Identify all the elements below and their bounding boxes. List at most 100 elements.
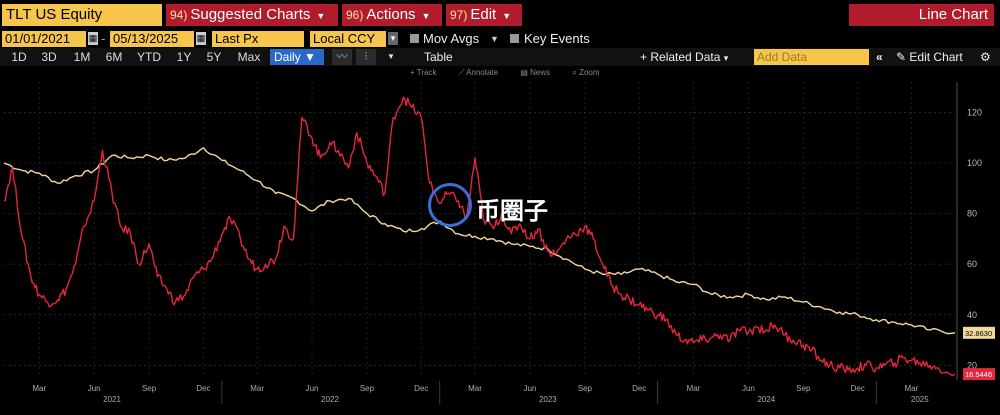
last-value-label: 16.5446: [965, 370, 992, 379]
zoom-tool[interactable]: ⌕ Zoom: [572, 68, 600, 77]
y-tick-label: 20: [967, 360, 977, 370]
x-tick-label: Sep: [142, 384, 157, 393]
x-tick-label: Jun: [88, 384, 101, 393]
menu-label: Suggested Charts: [190, 6, 311, 23]
key-events-label: Key Events: [524, 31, 590, 46]
watermark-logo-icon: [428, 183, 472, 227]
year-label: 2025: [911, 395, 929, 404]
frequency-dropdown[interactable]: Daily ▼: [270, 49, 324, 65]
x-tick-label: Jun: [523, 384, 536, 393]
add-data-input[interactable]: Add Data: [754, 49, 869, 65]
dropdown-arrow-icon: ▼: [502, 11, 512, 21]
suggested-charts-menu[interactable]: 94) Suggested Charts ▼: [166, 4, 338, 26]
period-5y[interactable]: 5Y: [206, 50, 222, 64]
edit-menu[interactable]: 97) Edit ▼: [446, 4, 522, 26]
currency-dropdown-icon[interactable]: ▾: [388, 32, 398, 45]
dropdown-arrow-icon: ▼: [304, 50, 316, 64]
table-button[interactable]: Table: [424, 50, 453, 64]
x-axis: Mar Jun Sep Dec Mar Jun Sep Dec Mar Jun Sep Dec Mar J…: [32, 381, 929, 404]
period-ytd[interactable]: YTD: [137, 50, 161, 64]
period-1m[interactable]: 1M: [73, 50, 91, 64]
menu-number: 96): [346, 8, 364, 22]
chart-toolbar: 1D 3D 1M 6M YTD 1Y 5Y Max Daily ▼ 〰 ⫶ ▼ …: [0, 48, 1000, 66]
style-dropdown-icon[interactable]: ▼: [387, 52, 395, 61]
chart-grid: [4, 82, 955, 378]
calendar-icon[interactable]: ▦: [196, 32, 206, 45]
mov-avgs-label: Mov Avgs: [423, 31, 480, 46]
y-tick-label: 100: [967, 158, 982, 168]
collapse-icon[interactable]: «: [876, 50, 883, 64]
related-data-label: Related Data: [650, 50, 721, 64]
x-tick-label: Mar: [687, 384, 701, 393]
series-line: [3, 147, 956, 335]
end-date-field[interactable]: 05/13/2025: [110, 31, 194, 47]
track-tool[interactable]: + Track: [410, 68, 437, 77]
x-tick-label: Jun: [742, 384, 755, 393]
x-tick-label: Mar: [468, 384, 482, 393]
menu-number: 97): [450, 8, 468, 22]
watermark: 币圈子: [428, 183, 578, 229]
menu-label: Edit: [470, 6, 497, 23]
mov-avgs-dropdown-icon[interactable]: ▼: [490, 34, 499, 44]
annotate-tool[interactable]: ⟋ Annotate: [458, 68, 499, 77]
y-axis: 20 40 60 80 100 120 32.8630 16.5446: [956, 82, 995, 381]
period-max[interactable]: Max: [237, 50, 261, 64]
x-tick-label: Mar: [250, 384, 264, 393]
period-1y[interactable]: 1Y: [176, 50, 192, 64]
y-tick-label: 60: [967, 259, 977, 269]
last-value-label: 32.8630: [965, 329, 992, 338]
x-tick-label: Sep: [796, 384, 811, 393]
price-field[interactable]: Last Px: [212, 31, 304, 47]
start-date-field[interactable]: 01/01/2021: [2, 31, 86, 47]
x-tick-label: Dec: [196, 384, 210, 393]
date-range-row: 01/01/2021 ▦ - 05/13/2025 ▦ Last Px Loca…: [0, 30, 1000, 48]
calendar-icon[interactable]: ▦: [88, 32, 98, 45]
x-tick-label: Dec: [632, 384, 646, 393]
year-label: 2021: [103, 395, 121, 404]
x-tick-label: Sep: [360, 384, 375, 393]
menu-number: 94): [170, 8, 188, 22]
news-tool[interactable]: ▤ News: [520, 68, 551, 77]
pencil-icon: ✎: [896, 50, 907, 64]
x-tick-label: Mar: [32, 384, 46, 393]
period-1d[interactable]: 1D: [11, 50, 27, 64]
period-3d[interactable]: 3D: [41, 50, 57, 64]
x-tick-label: Jun: [306, 384, 319, 393]
chart-tools-row: + Track ⟋ Annotate ▤ News ⌕ Zoom: [410, 68, 620, 78]
dropdown-arrow-icon: ▼: [316, 11, 326, 21]
top-bar: TLT US Equity 94) Suggested Charts ▼ 96) Ac…: [0, 0, 1000, 30]
x-tick-label: Dec: [414, 384, 428, 393]
key-events-checkbox[interactable]: [510, 34, 519, 43]
year-label: 2024: [757, 395, 775, 404]
year-label: 2022: [321, 395, 339, 404]
dropdown-arrow-icon: ▼: [421, 11, 431, 21]
mov-avgs-checkbox[interactable]: [410, 34, 419, 43]
x-tick-label: Dec: [851, 384, 865, 393]
period-6m[interactable]: 6M: [105, 50, 123, 64]
ticker-field[interactable]: TLT US Equity: [2, 4, 162, 26]
y-tick-label: 80: [967, 209, 977, 219]
chart-type-label: Line Chart: [849, 4, 994, 26]
y-tick-label: 40: [967, 310, 977, 320]
last-value-tag: [963, 326, 995, 339]
edit-chart-label: Edit Chart: [909, 50, 963, 64]
price-chart[interactable]: 20 40 60 80 100 120 32.8630 16.5446 Mar Jun Sep De…: [0, 74, 1000, 415]
frequency-label: Daily: [274, 50, 301, 64]
bar-style-icon[interactable]: ⫶: [356, 49, 376, 65]
plus-icon: +: [640, 50, 648, 64]
series-line: [3, 96, 956, 377]
x-tick-label: Sep: [578, 384, 593, 393]
currency-field[interactable]: Local CCY: [310, 31, 386, 47]
x-tick-label: Mar: [905, 384, 919, 393]
gear-icon[interactable]: ⚙: [980, 50, 991, 64]
actions-menu[interactable]: 96) Actions ▼: [342, 4, 442, 26]
last-value-tag: [963, 368, 995, 381]
edit-chart-button[interactable]: ✎ Edit Chart: [896, 49, 963, 65]
year-label: 2023: [539, 395, 557, 404]
y-tick-label: 120: [967, 107, 982, 117]
menu-label: Actions: [366, 6, 416, 23]
dropdown-arrow-icon: ▾: [723, 53, 729, 63]
line-style-icon[interactable]: 〰: [332, 49, 352, 65]
related-data-menu[interactable]: + Related Data ▾: [640, 49, 728, 66]
watermark-text: 币圈子: [476, 198, 548, 225]
